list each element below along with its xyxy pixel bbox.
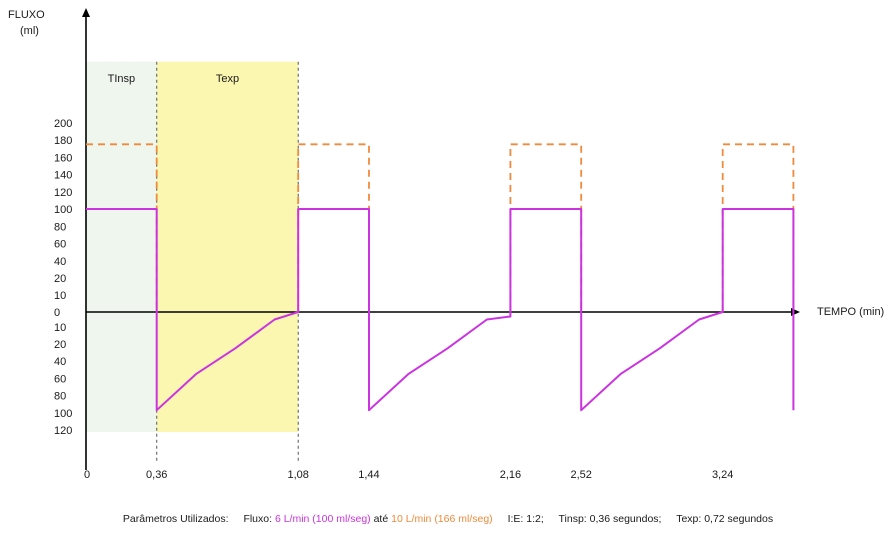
caption-ate: até [373, 513, 389, 525]
phase-region-labels: TInsp Texp [108, 73, 239, 85]
caption-fluxo-b: 10 L/min (166 ml/seg) [391, 513, 493, 525]
series [86, 143, 795, 412]
x-axis-arrow [791, 308, 800, 316]
y-tick-label: 80 [54, 391, 66, 403]
x-tick-label: 1,44 [358, 469, 379, 481]
y-tick-labels: 2001801601401201008060402010010204060801… [54, 118, 72, 437]
x-tick-label: 0 [84, 469, 90, 481]
y-tick-label: 200 [54, 118, 72, 130]
caption-fluxo-a: 6 L/min (100 ml/seg) [274, 513, 371, 525]
y-tick-label: 10 [54, 322, 66, 334]
y-tick-label: 100 [54, 204, 72, 216]
y-tick-label: 100 [54, 408, 72, 420]
y-tick-label: 140 [54, 170, 72, 182]
x-tick-labels: 0 0,36 1,08 1,44 2,16 2,52 3,24 [84, 469, 733, 481]
y-tick-label: 180 [54, 135, 72, 147]
flow-time-chart: FLUXO (ml) TEMPO (min) 20018016014012010… [8, 8, 884, 481]
caption-tinsp: Tinsp: 0,36 segundos; [558, 513, 662, 525]
x-tick-label: 1,08 [288, 469, 309, 481]
x-tick-label: 2,16 [500, 469, 521, 481]
series-line-dashed [297, 143, 370, 312]
y-axis-title: FLUXO (ml) [8, 9, 48, 37]
y-tick-label: 40 [54, 356, 66, 368]
series-line-solid [86, 208, 795, 412]
y-axis-title-line1: FLUXO [8, 9, 45, 21]
caption-texp: Texp: 0,72 segundos [676, 513, 774, 525]
caption-fluxo-label: Fluxo: [243, 513, 273, 525]
y-tick-label: 0 [54, 307, 60, 319]
series-line-dashed [721, 143, 795, 312]
series-line-dashed [509, 143, 583, 312]
x-axis-title: TEMPO (min) [817, 306, 884, 318]
parameters-caption: Parâmetros Utilizados: Fluxo: 6 L/min (1… [0, 513, 896, 525]
y-tick-label: 120 [54, 187, 72, 199]
y-tick-label: 40 [54, 256, 66, 268]
region-label-texp: Texp [216, 73, 239, 85]
y-tick-label: 60 [54, 239, 66, 251]
caption-prefix: Parâmetros Utilizados: [122, 513, 229, 525]
x-tick-label: 0,36 [146, 469, 167, 481]
y-tick-label: 10 [54, 290, 66, 302]
phase-regions [86, 61, 299, 432]
y-tick-label: 20 [54, 273, 66, 285]
y-axis-title-line2: (ml) [20, 25, 39, 37]
y-tick-label: 160 [54, 152, 72, 164]
y-tick-label: 80 [54, 221, 66, 233]
region-tinsp [86, 61, 157, 432]
region-texp [156, 61, 299, 432]
caption-ie: I:E: 1:2; [507, 513, 544, 525]
x-tick-label: 3,24 [712, 469, 733, 481]
y-tick-label: 20 [54, 339, 66, 351]
y-axis-arrow [82, 8, 90, 17]
region-label-tinsp: TInsp [108, 73, 136, 85]
y-tick-label: 120 [54, 425, 72, 437]
y-tick-label: 60 [54, 373, 66, 385]
x-tick-label: 2,52 [570, 469, 591, 481]
